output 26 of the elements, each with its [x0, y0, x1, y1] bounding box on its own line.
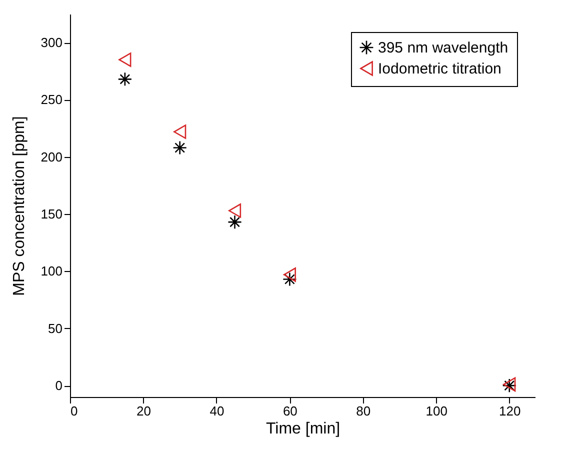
y-tick-label: 300: [40, 35, 62, 50]
point: [172, 140, 188, 155]
y-tick-label: 150: [40, 206, 62, 222]
point: [282, 272, 297, 286]
point: [228, 214, 242, 230]
x-tick-label: 40: [210, 404, 224, 418]
x-tick-label: 20: [136, 404, 151, 418]
legend-label: 395 nm wavelength: [378, 40, 508, 56]
y-tick-label: 100: [40, 264, 62, 279]
point: [118, 52, 132, 67]
x-tick-label: 120: [499, 404, 521, 418]
point: [118, 72, 132, 86]
y-tick-label: 50: [48, 320, 62, 336]
y-axis-title: MPS concentration [ppm]: [10, 116, 28, 296]
x-tick-label: 100: [426, 404, 448, 418]
y-tick-label: 200: [40, 149, 62, 164]
x-tick-label: 80: [356, 404, 371, 418]
x-tick-label: 60: [282, 404, 298, 418]
point: [228, 203, 242, 218]
x-tick-label: 0: [70, 404, 78, 418]
y-tick-label: 250: [40, 92, 62, 108]
legend-label: Iodometric titration: [378, 60, 502, 78]
point: [283, 268, 296, 282]
x-axis-title: Time [min]: [266, 420, 340, 438]
y-tick-label: 0: [55, 378, 62, 394]
point: [174, 124, 186, 139]
